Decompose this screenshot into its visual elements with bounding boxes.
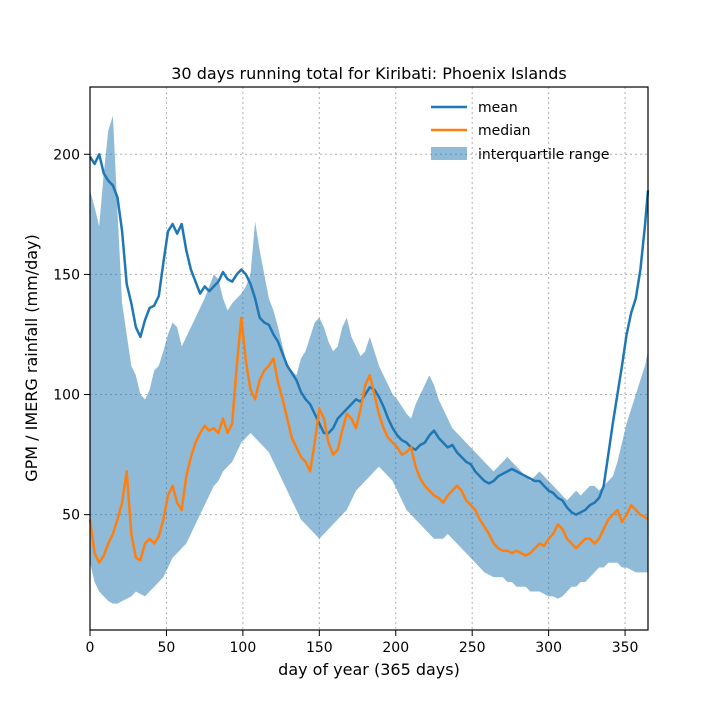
x-tick-label: 150	[306, 640, 333, 656]
tick-layer: 0 50 100 150 200 250 300 350 50 100 150 200	[53, 147, 638, 656]
iqr-band	[90, 115, 648, 604]
iqr-layer	[90, 115, 648, 604]
chart-title: 30 days running total for Kiribati: Phoe…	[171, 64, 567, 83]
y-axis-label: GPM / IMERG rainfall (mm/day)	[22, 234, 41, 482]
x-tick-label: 350	[612, 640, 639, 656]
y-tick-label: 100	[53, 388, 80, 404]
legend-median-label: median	[478, 123, 530, 139]
median-line	[88, 316, 649, 564]
x-tick-label: 50	[158, 640, 176, 656]
mean-line	[88, 153, 650, 516]
x-tick-label: 250	[459, 640, 486, 656]
x-axis-label: day of year (365 days)	[278, 660, 460, 679]
legend-mean-label: mean	[478, 100, 518, 116]
y-tick-label: 200	[53, 147, 80, 163]
x-tick-label: 300	[535, 640, 562, 656]
y-tick-label: 50	[62, 508, 80, 524]
legend-iqr-label: interquartile range	[478, 147, 610, 163]
plot-frame	[89, 86, 649, 631]
x-tick-label: 0	[86, 640, 95, 656]
line-layer	[88, 153, 650, 564]
y-tick-label: 150	[53, 267, 80, 283]
x-tick-label: 200	[382, 640, 409, 656]
legend-iqr-swatch	[431, 147, 467, 160]
x-tick-label: 100	[230, 640, 257, 656]
legend: mean median interquartile range	[431, 100, 610, 163]
